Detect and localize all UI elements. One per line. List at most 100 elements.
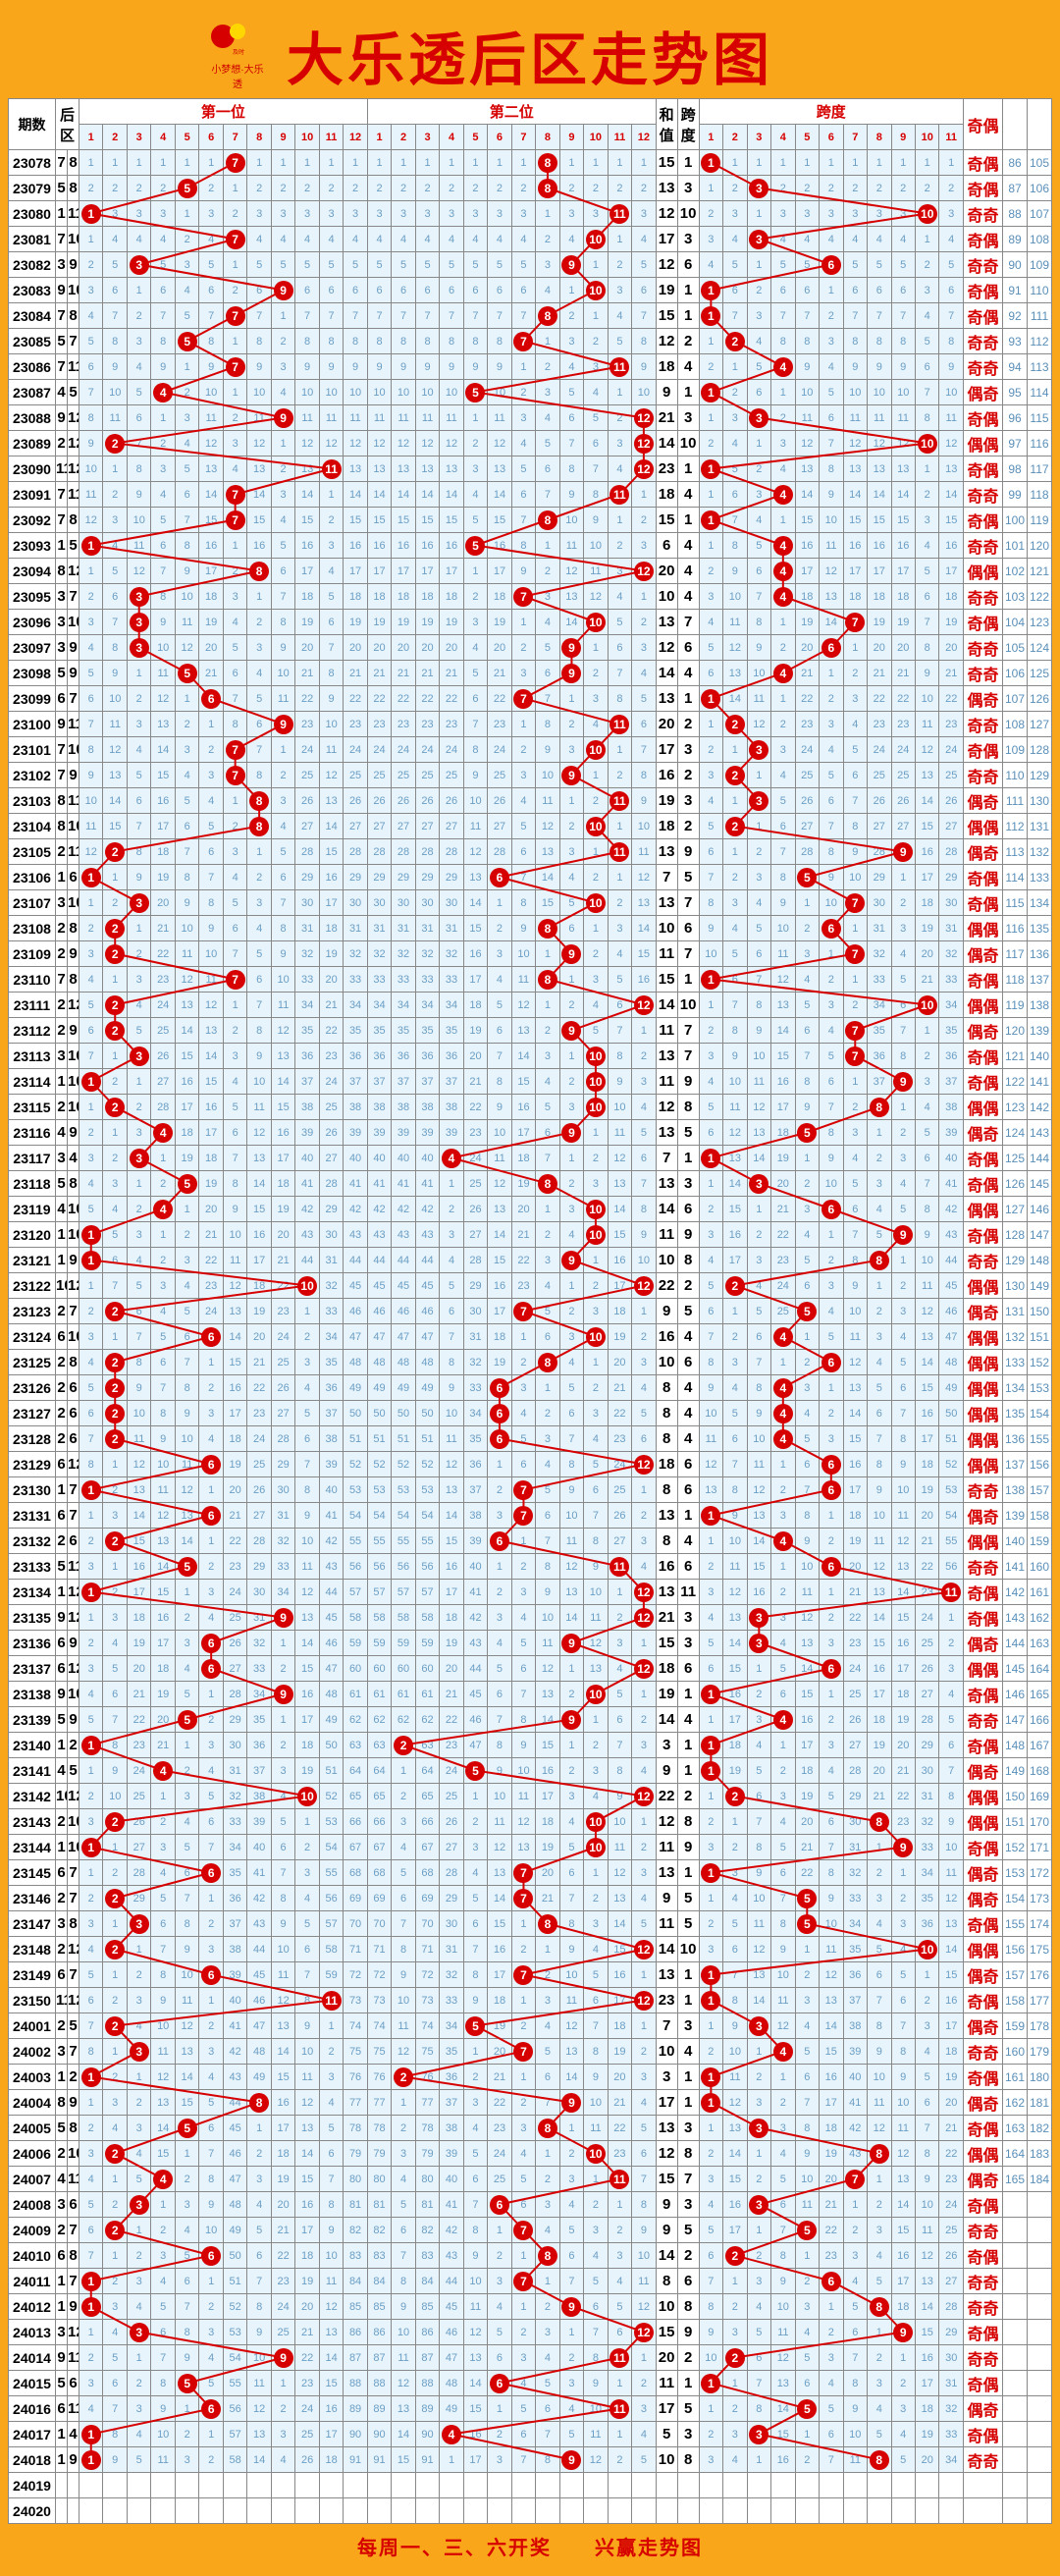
table-row: 2314738316823743955770707703061518314511…	[9, 1911, 1052, 1937]
table-row: 2311649213181761216392639393939392310176…	[9, 1120, 1052, 1146]
ball-cell	[608, 2345, 631, 2371]
ball-cell	[843, 890, 867, 916]
table-row: 2401117234615172319118484884441031754118…	[9, 2269, 1052, 2294]
table-row: 2311121254241312171134213434343434185121…	[9, 993, 1052, 1018]
ball-cell	[584, 1069, 608, 1095]
ball-cell	[511, 2218, 535, 2243]
ball-cell	[223, 737, 246, 763]
table-row: 2310381110146165413261326262626261026411…	[9, 788, 1052, 814]
ball-cell	[771, 1529, 795, 1554]
ball-cell	[632, 993, 656, 1018]
ball-cell	[511, 1477, 535, 1503]
ball-cell	[223, 303, 246, 329]
table-row: 2400836521394842016881815814176342189341…	[9, 2192, 1052, 2218]
ball-cell	[80, 1248, 103, 1273]
ball-cell	[80, 201, 103, 227]
ball-cell	[915, 431, 938, 456]
col-sum: 和值	[656, 99, 677, 150]
table-row: 2313959572220229351174962626262224678141…	[9, 1707, 1052, 1733]
ball-cell	[608, 482, 631, 508]
table-row: 2310171081241432712411242424242482429317…	[9, 737, 1052, 763]
ball-cell	[747, 737, 770, 763]
table-row: 2312626597821622264364949494993331522148…	[9, 1375, 1052, 1401]
table-row: 2308745710521011041010101010101010235411…	[9, 380, 1052, 405]
ball-cell	[127, 2192, 150, 2218]
ball-cell	[103, 431, 127, 456]
ball-cell	[868, 1248, 891, 1273]
ball-cell	[199, 1656, 223, 1682]
ball-cell	[247, 814, 271, 839]
ball-cell	[747, 788, 770, 814]
table-row: 2310091171131321862310232323232372318246…	[9, 712, 1052, 737]
ball-cell	[747, 227, 770, 252]
ball-cell	[463, 533, 487, 559]
ball-cell	[511, 686, 535, 712]
ball-cell	[699, 1988, 722, 2013]
ball-cell	[699, 456, 722, 482]
table-row: 2314210122102513532384526565265251101117…	[9, 1784, 1052, 1809]
table-row: 2400125741012241471391747411743419241271…	[9, 2013, 1052, 2039]
col-houqu: 后区	[56, 99, 80, 150]
ball-cell	[771, 533, 795, 559]
table-row: 2310481011157176524271427272727271127512…	[9, 814, 1052, 839]
ball-cell	[511, 2039, 535, 2065]
ball-cell	[559, 1120, 583, 1146]
table-row: 2312726610893172327537505050501034426322…	[9, 1401, 1052, 1426]
table-row: 2401556362855511123158888128848144539121…	[9, 2371, 1052, 2396]
ball-cell	[632, 559, 656, 584]
ball-cell	[199, 1631, 223, 1656]
ball-cell	[223, 508, 246, 533]
ball-cell	[584, 890, 608, 916]
table-row: 2313669241917326321144659595959194345111…	[9, 1631, 1052, 1656]
ball-cell	[103, 1529, 127, 1554]
ball-cell	[127, 2320, 150, 2345]
ball-cell	[843, 2167, 867, 2192]
ball-cell	[915, 1937, 938, 1962]
ball-cell	[584, 814, 608, 839]
ball-cell	[559, 1631, 583, 1656]
logo: 及时 小梦想·大乐透	[208, 17, 267, 90]
ball-cell	[584, 1809, 608, 1835]
logo-text: 小梦想·大乐透	[208, 61, 267, 90]
ball-cell	[127, 252, 150, 278]
ball-cell	[536, 176, 559, 201]
table-row: 2315011126239111404612873731073339181311…	[9, 1988, 1052, 2013]
trend-table: 期数 后区 第一位 第二位 和值 跨度 跨度 奇偶 12345678910111…	[8, 98, 1052, 2524]
ball-cell	[747, 2013, 770, 2039]
table-row: 2309859591112164102182121212121521362741…	[9, 661, 1052, 686]
ball-cell	[103, 1375, 127, 1401]
ball-cell	[868, 2294, 891, 2320]
ball-cell	[559, 941, 583, 967]
col-span-dist: 跨度	[699, 99, 963, 125]
ball-cell	[771, 2039, 795, 2065]
ball-cell	[699, 1146, 722, 1171]
ball-cell	[632, 456, 656, 482]
ball-cell	[511, 584, 535, 610]
table-row: 2400741141528473191578080480406255231715…	[9, 2167, 1052, 2192]
ball-cell	[723, 1273, 747, 1299]
ball-cell	[80, 865, 103, 890]
ball-cell	[699, 1860, 722, 1886]
ball-cell	[559, 1018, 583, 1044]
ball-cell	[223, 354, 246, 380]
ball-cell	[891, 1835, 915, 1860]
ball-cell	[608, 1554, 631, 1580]
ball-cell	[80, 1733, 103, 1758]
ball-cell	[699, 380, 722, 405]
ball-cell	[536, 150, 559, 176]
ball-cell	[536, 2116, 559, 2141]
ball-cell	[199, 1452, 223, 1477]
ball-cell	[868, 1809, 891, 1835]
ball-cell	[915, 201, 938, 227]
ball-cell	[488, 1426, 511, 1452]
ball-cell	[175, 661, 198, 686]
table-row: 2309967610212175112292222222222622713851…	[9, 686, 1052, 712]
ball-cell	[488, 2192, 511, 2218]
ball-cell	[536, 2243, 559, 2269]
ball-cell	[511, 1860, 535, 1886]
ball-cell	[80, 2065, 103, 2090]
table-row: 2307958222221222222222222222213312222222…	[9, 176, 1052, 201]
ball-cell	[511, 2269, 535, 2294]
ball-cell	[463, 1758, 487, 1784]
table-row: 2308557583881828888888881325812214883888…	[9, 329, 1052, 354]
